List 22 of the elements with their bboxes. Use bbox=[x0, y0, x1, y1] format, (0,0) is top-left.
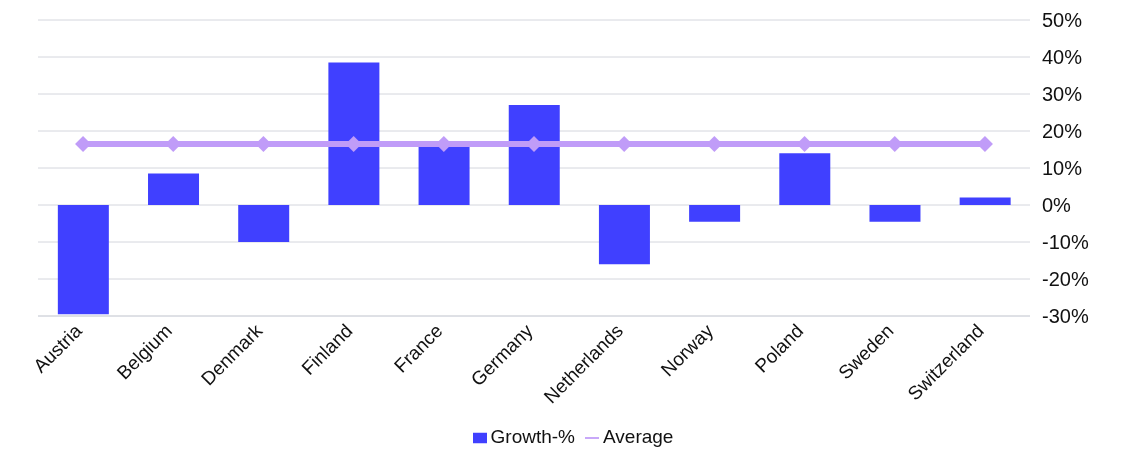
bar bbox=[779, 153, 831, 205]
y-tick-label: 20% bbox=[1042, 120, 1083, 143]
y-tick-label: 30% bbox=[1042, 83, 1083, 106]
bar bbox=[418, 145, 470, 205]
bar bbox=[508, 105, 560, 205]
y-tick-label: 50% bbox=[1042, 9, 1083, 32]
legend-label: Average bbox=[603, 426, 674, 447]
bar bbox=[869, 205, 921, 222]
y-tick-label: 40% bbox=[1042, 46, 1083, 69]
bar bbox=[689, 205, 741, 222]
bar bbox=[328, 62, 380, 205]
bar bbox=[959, 197, 1011, 205]
bar bbox=[238, 205, 290, 242]
y-tick-label: 10% bbox=[1042, 157, 1083, 180]
legend-label: Growth-% bbox=[490, 426, 576, 447]
bar bbox=[598, 205, 650, 265]
y-tick-label: -20% bbox=[1042, 268, 1089, 291]
bar bbox=[57, 205, 109, 315]
y-tick-label: -30% bbox=[1042, 305, 1089, 328]
y-tick-label: 0% bbox=[1042, 194, 1072, 217]
y-tick-label: -10% bbox=[1042, 231, 1089, 254]
bar bbox=[148, 173, 200, 205]
